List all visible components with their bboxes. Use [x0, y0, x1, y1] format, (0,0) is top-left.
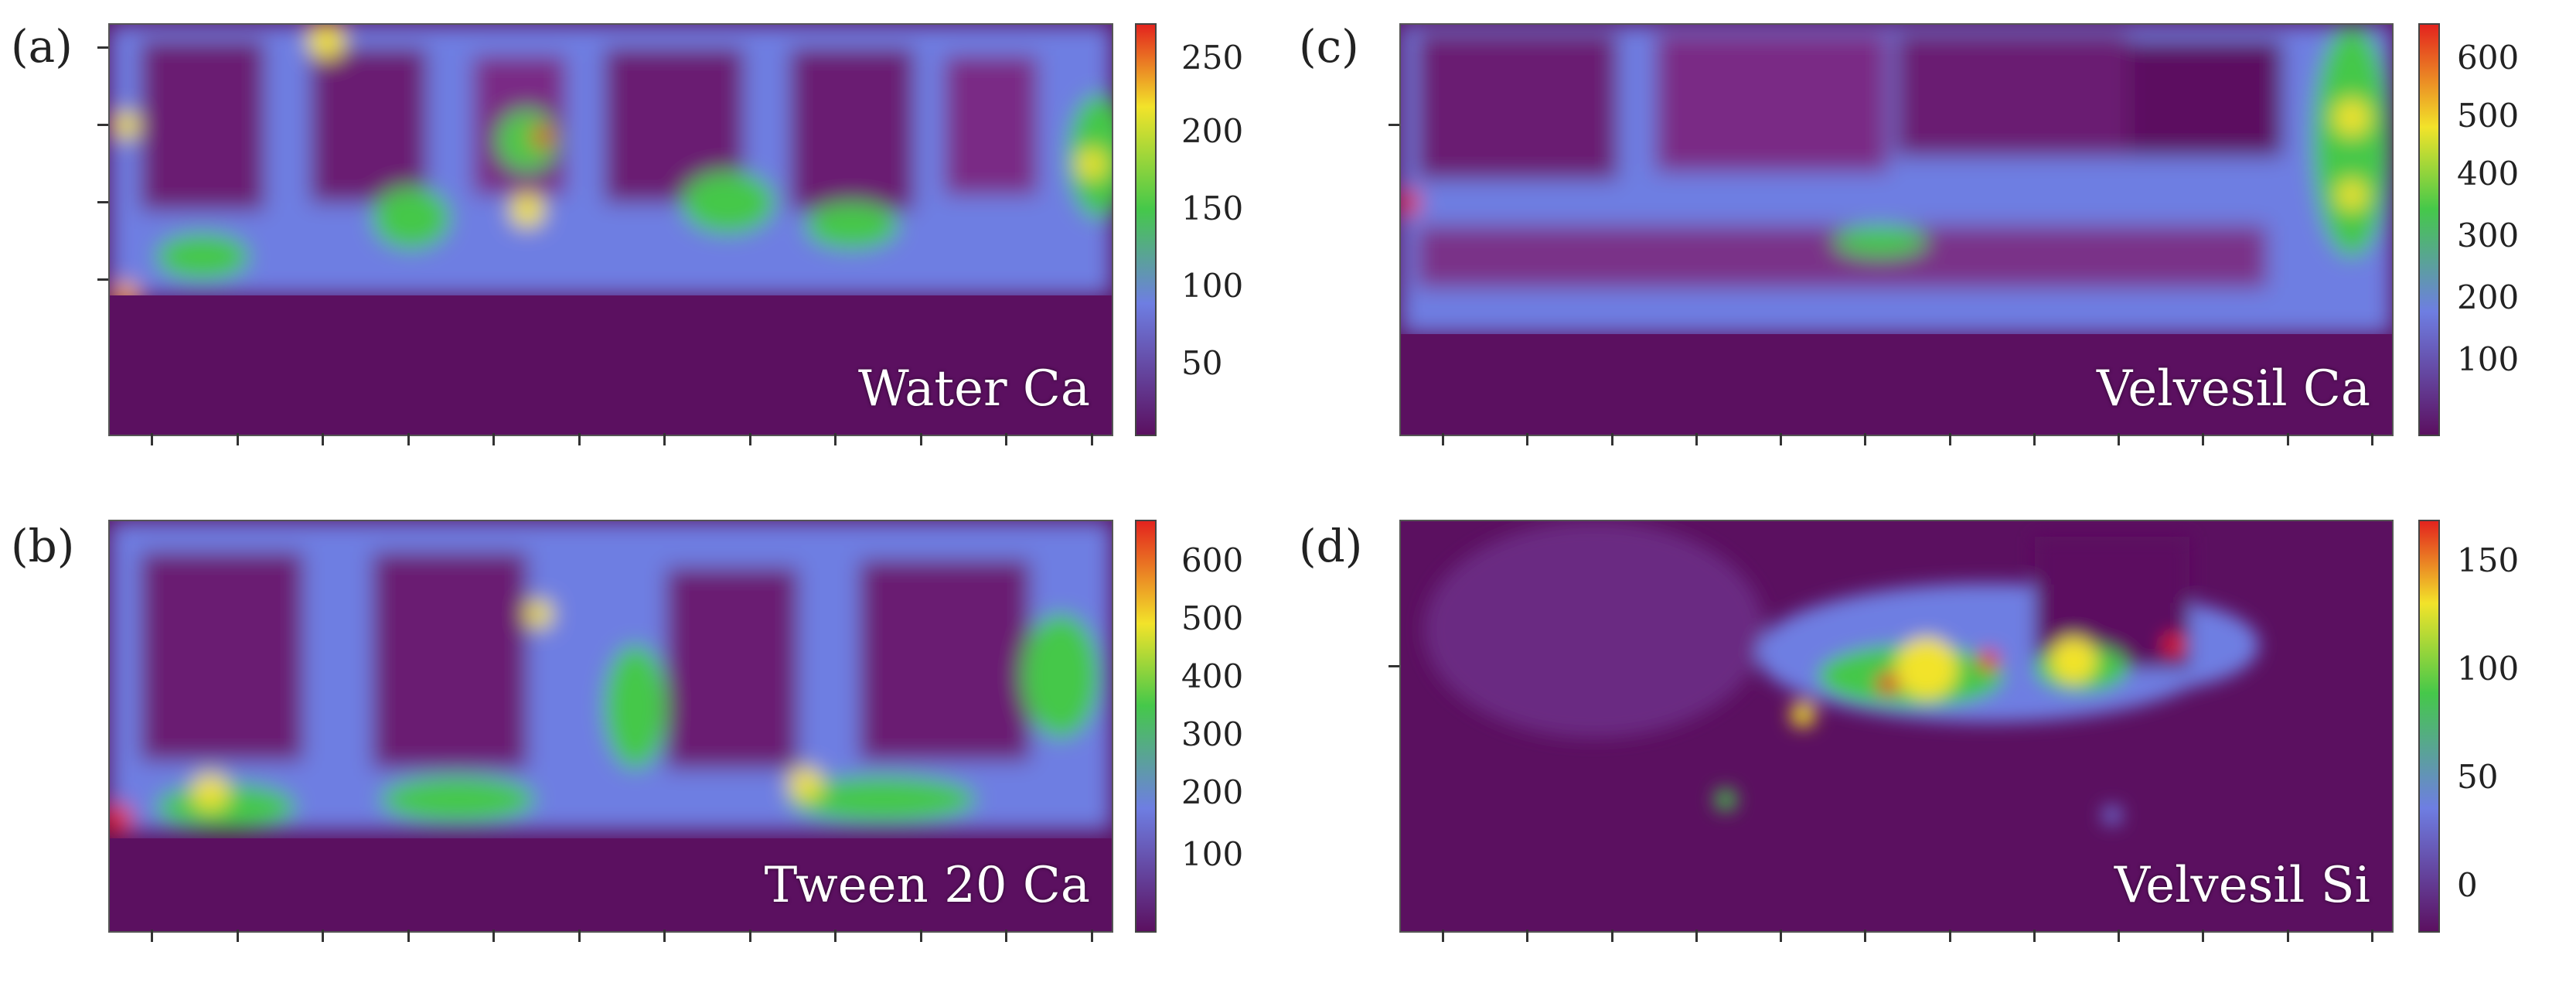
- x-tick: [663, 930, 666, 942]
- colorbar-c-tick-500: 500: [2457, 97, 2520, 135]
- colorbar-d: [2418, 520, 2440, 933]
- x-tick: [2118, 930, 2120, 942]
- x-tick: [2371, 930, 2373, 942]
- colorbar-b-tick-500: 500: [1181, 599, 1244, 637]
- colorbar-d-tick-150: 150: [2457, 541, 2520, 579]
- x-tick: [1864, 433, 1866, 445]
- colorbar-c-tick-600: 600: [2457, 39, 2520, 77]
- heatmap-panel-a: Water Ca: [108, 23, 1113, 436]
- heatmap-c: [1401, 25, 2392, 435]
- x-tick: [920, 433, 922, 445]
- heatmap-panel-b: Tween 20 Ca: [108, 520, 1113, 933]
- x-tick: [2287, 930, 2289, 942]
- y-tick-d-1: [1389, 665, 1399, 667]
- panel-label-b: (b): [11, 520, 75, 572]
- panel-caption-b: Tween 20 Ca: [764, 857, 1090, 914]
- x-ticks-d: [1399, 930, 2390, 942]
- x-tick: [2033, 433, 2036, 445]
- x-tick: [2202, 433, 2204, 445]
- x-tick: [151, 433, 153, 445]
- x-tick: [1949, 433, 1951, 445]
- x-tick: [2118, 433, 2120, 445]
- colorbar-a: [1135, 23, 1157, 436]
- y-tick-a-4: [97, 278, 108, 281]
- x-tick: [834, 930, 837, 942]
- x-tick: [1611, 433, 1613, 445]
- colorbar-b-tick-400: 400: [1181, 657, 1244, 695]
- x-ticks-a: [108, 433, 1110, 445]
- panel-label-c: (c): [1299, 20, 1359, 73]
- colorbar-c: [2418, 23, 2440, 436]
- panel-label-d: (d): [1299, 520, 1363, 572]
- colorbar-d-tick-50: 50: [2457, 758, 2499, 796]
- x-tick: [749, 930, 751, 942]
- colorbar-c-tick-300: 300: [2457, 217, 2520, 254]
- colorbar-a-tick-100: 100: [1181, 267, 1244, 305]
- x-tick: [407, 930, 410, 942]
- x-tick: [749, 433, 751, 445]
- x-tick: [1091, 930, 1093, 942]
- x-tick: [1695, 930, 1698, 942]
- colorbar-b-tick-600: 600: [1181, 541, 1244, 579]
- colorbar-b-tick-200: 200: [1181, 773, 1244, 811]
- x-tick: [151, 930, 153, 942]
- panel-caption-c: Velvesil Ca: [2097, 360, 2370, 418]
- x-tick: [1442, 433, 1444, 445]
- colorbar-b: [1135, 520, 1157, 933]
- x-tick: [1005, 930, 1007, 942]
- colorbar-a-tick-250: 250: [1181, 39, 1244, 77]
- panel-caption-a: Water Ca: [857, 360, 1090, 418]
- colorbar-c-tick-400: 400: [2457, 155, 2520, 193]
- x-tick: [407, 433, 410, 445]
- x-ticks-b: [108, 930, 1110, 942]
- x-tick: [322, 930, 324, 942]
- colorbar-c-tick-200: 200: [2457, 278, 2520, 316]
- x-tick: [1526, 433, 1528, 445]
- x-tick: [1091, 433, 1093, 445]
- x-tick: [578, 433, 581, 445]
- x-tick: [492, 433, 495, 445]
- panel-label-a: (a): [11, 20, 73, 73]
- y-tick-a-1: [97, 46, 108, 49]
- colorbar-d-tick-100: 100: [2457, 650, 2520, 688]
- x-tick: [1005, 433, 1007, 445]
- x-tick: [663, 433, 666, 445]
- colorbar-b-tick-300: 300: [1181, 715, 1244, 753]
- x-tick: [578, 930, 581, 942]
- x-ticks-c: [1399, 433, 2390, 445]
- x-tick: [1864, 930, 1866, 942]
- x-tick: [1442, 930, 1444, 942]
- x-tick: [2371, 433, 2373, 445]
- y-tick-a-3: [97, 201, 108, 203]
- panel-caption-d: Velvesil Si: [2114, 857, 2370, 914]
- x-tick: [920, 930, 922, 942]
- heatmap-b: [110, 521, 1112, 931]
- heatmap-panel-d: Velvesil Si: [1399, 520, 2394, 933]
- heatmap-panel-c: Velvesil Ca: [1399, 23, 2394, 436]
- x-tick: [322, 433, 324, 445]
- x-tick: [237, 433, 239, 445]
- x-tick: [2202, 930, 2204, 942]
- colorbar-c-tick-100: 100: [2457, 340, 2520, 378]
- x-tick: [1526, 930, 1528, 942]
- x-tick: [1695, 433, 1698, 445]
- y-tick-c-1: [1389, 124, 1399, 126]
- colorbar-a-tick-50: 50: [1181, 344, 1223, 382]
- colorbar-a-tick-150: 150: [1181, 189, 1244, 227]
- x-tick: [2033, 930, 2036, 942]
- heatmap-a: [110, 25, 1112, 435]
- x-tick: [237, 930, 239, 942]
- x-tick: [2287, 433, 2289, 445]
- colorbar-b-tick-100: 100: [1181, 835, 1244, 873]
- y-tick-a-2: [97, 124, 108, 126]
- colorbar-a-tick-200: 200: [1181, 112, 1244, 150]
- x-tick: [1611, 930, 1613, 942]
- colorbar-d-tick-0: 0: [2457, 866, 2478, 904]
- x-tick: [834, 433, 837, 445]
- x-tick: [1780, 433, 1782, 445]
- x-tick: [492, 930, 495, 942]
- heatmap-d: [1401, 521, 2392, 931]
- x-tick: [1780, 930, 1782, 942]
- x-tick: [1949, 930, 1951, 942]
